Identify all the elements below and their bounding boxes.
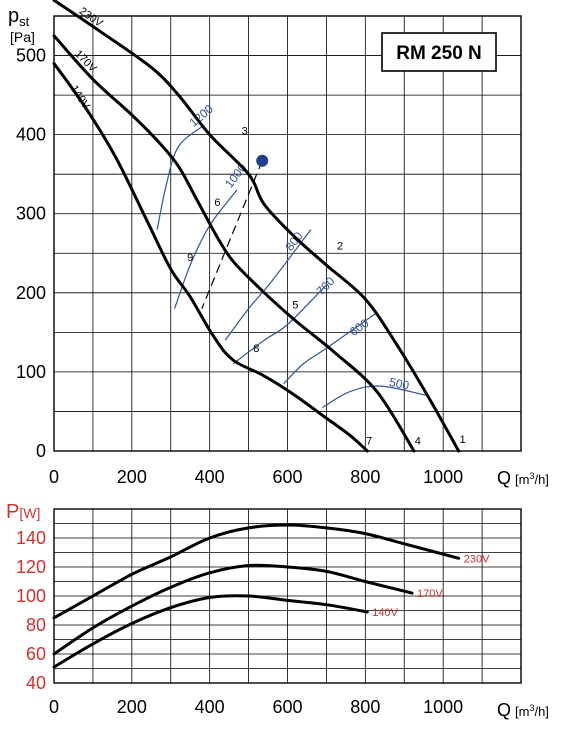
flow-axis-label-bottom: Q [497, 700, 511, 720]
x-tick-label: 800 [350, 467, 380, 487]
curve-point-label: 5 [292, 300, 298, 312]
model-title-box [381, 32, 497, 72]
y-tick-label: 80 [26, 615, 46, 635]
y-tick-label: 0 [36, 441, 46, 461]
x-tick-label: 400 [195, 467, 225, 487]
power-y-ticks: 40 60 80 100 120 140 [16, 528, 46, 693]
pressure-axis-subscript: st [19, 14, 30, 29]
rpm-line [224, 229, 312, 341]
flow-axis-label-top: Q [497, 468, 511, 488]
y-tick-label: 60 [26, 644, 46, 664]
power-voltage-label: 170V [417, 588, 443, 600]
y-tick-label: 40 [26, 673, 46, 693]
x-tick-label: 600 [272, 467, 302, 487]
model-title: RM 250 N [396, 43, 482, 64]
curve-point-label: 6 [214, 197, 220, 209]
rpm-label: 800 [282, 229, 305, 254]
power-curves: 230V 170V 140V [52, 523, 490, 669]
x-tick-label: 0 [49, 467, 59, 487]
power-curve-170v [52, 563, 414, 656]
y-tick-label: 100 [16, 362, 46, 382]
y-tick-label: 120 [16, 557, 46, 577]
y-tick-label: 100 [16, 586, 46, 606]
point-annotations: 1 2 3 4 5 6 7 8 9 [187, 126, 466, 448]
power-chart-frame [53, 508, 522, 684]
y-tick-label: 400 [16, 125, 46, 145]
pressure-chart-frame [53, 15, 522, 452]
pressure-axis-label: pst [8, 5, 30, 29]
power-voltage-label: 230V [464, 553, 490, 565]
x-tick-label: 1000 [423, 467, 463, 487]
pressure-axis-symbol: p [8, 5, 19, 27]
x-tick-label: 600 [272, 697, 302, 717]
power-curve-140v [52, 594, 369, 669]
curve-point-label: 4 [415, 436, 421, 448]
rpm-label: 1000 [222, 161, 250, 191]
curve-point-label: 8 [253, 343, 259, 355]
y-tick-label: 500 [16, 46, 46, 66]
pressure-y-ticks: 0 100 200 300 400 500 [16, 46, 46, 461]
power-curve-230v [52, 523, 461, 620]
curve-point-label: 1 [460, 434, 466, 446]
system-curve-dashed [201, 160, 263, 309]
y-tick-label: 300 [16, 204, 46, 224]
pressure-axis-unit: [Pa] [10, 29, 35, 45]
power-axis-label: P[W] [6, 501, 40, 523]
x-tick-label: 200 [117, 697, 147, 717]
rpm-line [283, 312, 378, 385]
y-tick-label: 200 [16, 283, 46, 303]
x-tick-label: 800 [350, 697, 380, 717]
rpm-line [174, 189, 238, 309]
fan-curve-230v [52, 0, 461, 453]
pressure-chart-grid [54, 16, 521, 451]
rpm-line [232, 284, 327, 365]
y-tick-label: 140 [16, 528, 46, 548]
power-x-ticks: 0 200 400 600 800 1000 [49, 697, 463, 717]
operating-point-marker [256, 154, 269, 167]
curve-point-label: 3 [242, 126, 248, 138]
rpm-line [322, 385, 428, 409]
x-tick-label: 400 [195, 697, 225, 717]
x-tick-label: 200 [117, 467, 147, 487]
curve-point-label: 7 [366, 436, 372, 448]
fan-curve-140v [52, 62, 369, 453]
x-tick-label: 0 [49, 697, 59, 717]
fan-curve-170v [52, 34, 416, 453]
pressure-x-ticks: 0 200 400 600 800 1000 [49, 467, 463, 487]
power-chart-grid [54, 509, 521, 683]
flow-axis-unit-top: [m3/h] [515, 471, 549, 487]
power-chart: P[W] 40 60 80 100 120 140 0 200 400 600 800 1000 Q… [6, 501, 549, 720]
rpm-label: 500 [388, 375, 411, 393]
curve-point-label: 9 [187, 252, 193, 264]
power-axis-symbol: P [6, 501, 19, 523]
power-voltage-label: 140V [372, 607, 398, 619]
curve-point-label: 2 [337, 240, 343, 252]
power-axis-unit: [W] [19, 505, 40, 521]
rpm-line [156, 126, 203, 230]
voltage-label: 140V [68, 83, 92, 112]
x-tick-label: 1000 [423, 697, 463, 717]
flow-axis-unit-bottom: [m3/h] [515, 703, 549, 719]
